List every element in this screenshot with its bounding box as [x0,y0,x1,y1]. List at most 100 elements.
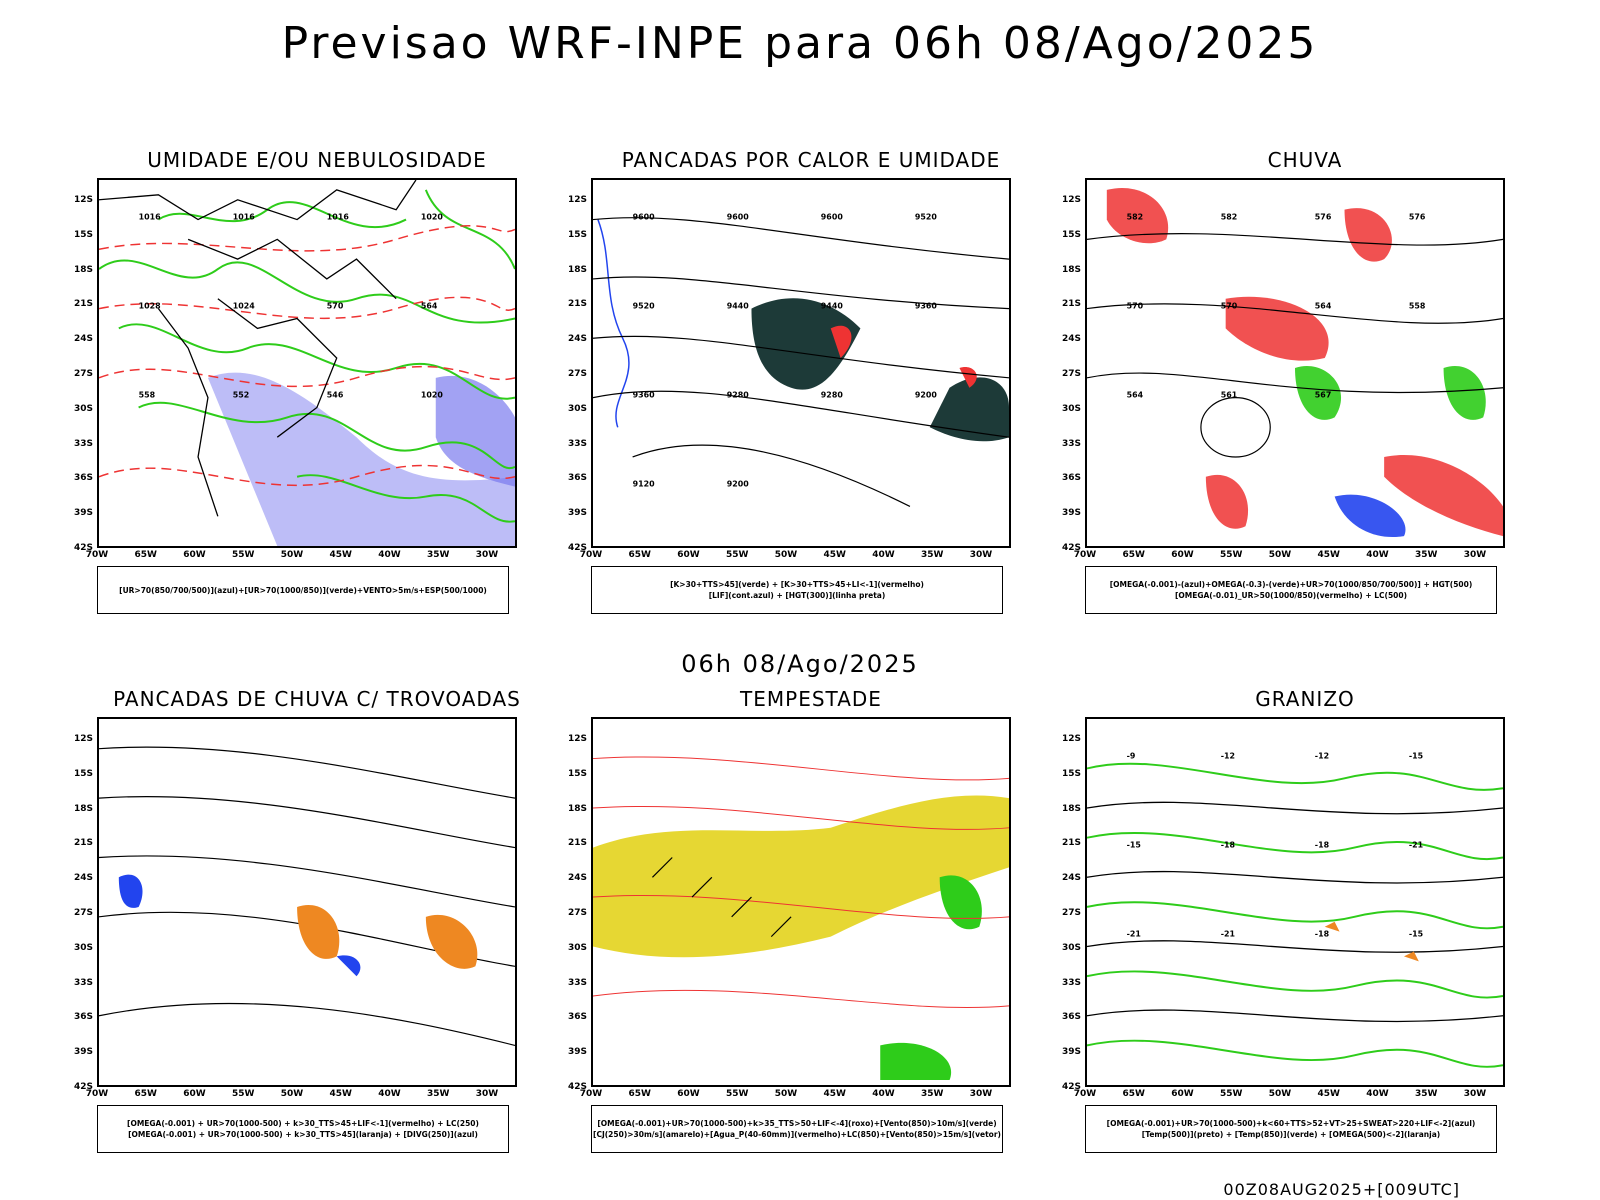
lon-tick-label: 55W [232,550,255,560]
lat-tick-label: 36S [567,473,587,484]
contour-label: 1016 [139,213,162,222]
lat-tick-label: 21S [567,838,587,849]
lat-tick-label: 24S [1061,873,1081,884]
panel-chuva: CHUVA 12S 15S 18S 21S 24S 27S 30S 33S 36S 39S 42S [1062,148,1525,628]
lat-tick-label: 30S [1061,403,1081,414]
lon-axis: 70W 65W 60W 55W 50W 45W 40W 35W 30W [86,1089,517,1101]
lat-tick-label: 21S [73,299,93,310]
lat-tick-label: 39S [567,1047,587,1058]
map-pancadas-trovoadas[interactable] [97,717,517,1087]
lat-tick-label: 24S [73,873,93,884]
lat-tick-label: 30S [73,403,93,414]
legend-line-1: [OMEGA(-0.001) + UR>70(1000-500) + k>30_… [127,1119,479,1128]
lat-tick-label: 21S [73,838,93,849]
legend-line-1: [UR>70(850/700/500)](azul)+[UR>70(1000/8… [119,585,487,595]
panel-legend: [UR>70(850/700/500)](azul)+[UR>70(1000/8… [97,566,509,614]
lat-tick-label: 30S [567,403,587,414]
map-tempestade[interactable] [591,717,1011,1087]
lat-tick-label: 24S [567,334,587,345]
lat-tick-label: 33S [567,438,587,449]
lon-tick-label: 30W [969,550,993,560]
lat-tick-label: 36S [567,1012,587,1023]
lat-tick-label: 30S [1061,942,1081,953]
lon-tick-label: 70W [85,550,109,560]
legend-line-1: [K>30+TTS>45](verde) + [K>30+TTS>45+LI<-… [670,580,924,589]
lon-tick-label: 35W [1415,1089,1438,1099]
panel-pancadas-calor: PANCADAS POR CALOR E UMIDADE 12S 15S 18S 21… [568,148,1031,628]
lat-tick-label: 15S [567,768,587,779]
lat-tick-label: 27S [73,369,93,379]
panel-legend: [OMEGA(-0.001)+UR>70(1000-500)+k>35_TTS>… [591,1105,1003,1153]
lon-tick-label: 50W [774,550,798,560]
lat-tick-label: 12S [567,734,587,744]
lat-axis: 12S 15S 18S 21S 24S 27S 30S 33S 36S 39S 42S [65,178,95,553]
panel-legend: [OMEGA(-0.001) + UR>70(1000-500) + k>30_… [97,1105,509,1153]
map-chuva[interactable]: 582 582 576 576 570 570 564 558 564 561 567 [1085,178,1505,548]
lat-tick-label: 42S [567,543,587,553]
panel-granizo: GRANIZO 12S 15S 18S 21S 24S 27S 30S 33S 36S 39S 42… [1062,687,1525,1167]
contour-label: 9600 [633,213,656,222]
panel-umidade: UMIDADE E/OU NEBULOSIDADE 12S 15S 18S 21S 24… [74,148,537,628]
lat-tick-label: 30S [73,942,93,953]
legend-line-1: [OMEGA(-0.001)+UR>70(1000-500)+k<60+TTS>… [1106,1119,1476,1128]
lon-tick-label: 45W [823,550,846,560]
lon-tick-label: 50W [774,1089,798,1099]
lon-axis: 70W 65W 60W 55W 50W 45W 40W 35W 30W [1074,1089,1505,1101]
contour-label: -15 [1409,930,1423,939]
contour-label: -18 [1221,841,1236,850]
lat-tick-label: 39S [1061,508,1081,519]
contour-label: 564 [421,302,438,311]
contour-label: 582 [1221,213,1238,222]
lat-tick-label: 33S [1061,438,1081,449]
lat-tick-label: 42S [1061,1082,1081,1092]
map-umidade[interactable]: 1016 1016 1016 1020 1028 1024 570 564 558 552 546 1… [97,178,517,548]
panel-tempestade: TEMPESTADE 12S 15S 18S 21S 24S 27S 30S 33S 36S 39… [568,687,1031,1167]
lon-tick-label: 55W [1220,550,1243,560]
lat-tick-label: 18S [1061,264,1081,275]
lat-tick-label: 21S [567,299,587,310]
map-pancadas-calor[interactable]: 9600 9600 9600 9520 9520 9440 9440 9360 9360 9280… [591,178,1011,548]
contour-label: 570 [1221,302,1238,311]
lon-axis: 70W 65W 60W 55W 50W 45W 40W 35W 30W [580,550,1011,562]
contour-label: 567 [1315,391,1332,400]
run-footer: 00Z08AUG2025+[009UTC] [1223,1180,1460,1199]
lon-tick-label: 45W [823,1089,846,1099]
lon-tick-label: 30W [1463,1089,1487,1099]
contour-label: 570 [1127,302,1144,311]
contour-label: 546 [327,391,344,400]
panel-title: GRANIZO [1255,687,1355,711]
contour-label: 9520 [633,302,656,311]
lon-tick-label: 35W [921,1089,944,1099]
contour-label: 582 [1127,213,1144,222]
legend-line-1: [OMEGA(-0.001)-(azul)+OMEGA(-0.3)-(verde… [1109,580,1473,589]
lon-tick-label: 55W [726,1089,749,1099]
lon-tick-label: 30W [1463,550,1487,560]
lat-tick-label: 30S [567,942,587,953]
contour-label: 9600 [727,213,750,222]
lat-tick-label: 36S [73,1012,93,1023]
map-granizo[interactable]: -9 -12 -12 -15 -15 -18 -18 -21 -21 -21 -18 -15 [1085,717,1505,1087]
lon-tick-label: 40W [378,550,401,560]
legend-line-2: [Temp(500)](preto) + [Temp(850)](verde) … [1141,1130,1441,1139]
lon-tick-label: 60W [1171,550,1194,560]
lat-tick-label: 21S [1061,838,1081,849]
lat-tick-label: 39S [567,508,587,519]
lon-tick-label: 70W [85,1089,109,1099]
lon-tick-label: 40W [378,1089,401,1099]
contour-label: 9200 [727,480,750,489]
lat-tick-label: 12S [1061,734,1081,744]
lon-tick-label: 70W [579,1089,603,1099]
lon-tick-label: 35W [921,550,944,560]
lat-tick-label: 33S [73,977,93,988]
legend-line-2: [CJ(250)>30m/s](amarelo)+[Agua_P(40-60mm… [593,1130,1001,1139]
contour-label: 570 [327,302,344,311]
contour-label: 9200 [915,391,938,400]
contour-label: -9 [1127,752,1136,761]
lat-tick-label: 18S [1061,803,1081,814]
lat-tick-label: 42S [567,1082,587,1092]
lat-tick-label: 36S [1061,1012,1081,1023]
lon-tick-label: 65W [134,1089,157,1099]
contour-label: 9440 [727,302,750,311]
lat-tick-label: 12S [73,734,93,744]
contour-label: 9440 [821,302,844,311]
